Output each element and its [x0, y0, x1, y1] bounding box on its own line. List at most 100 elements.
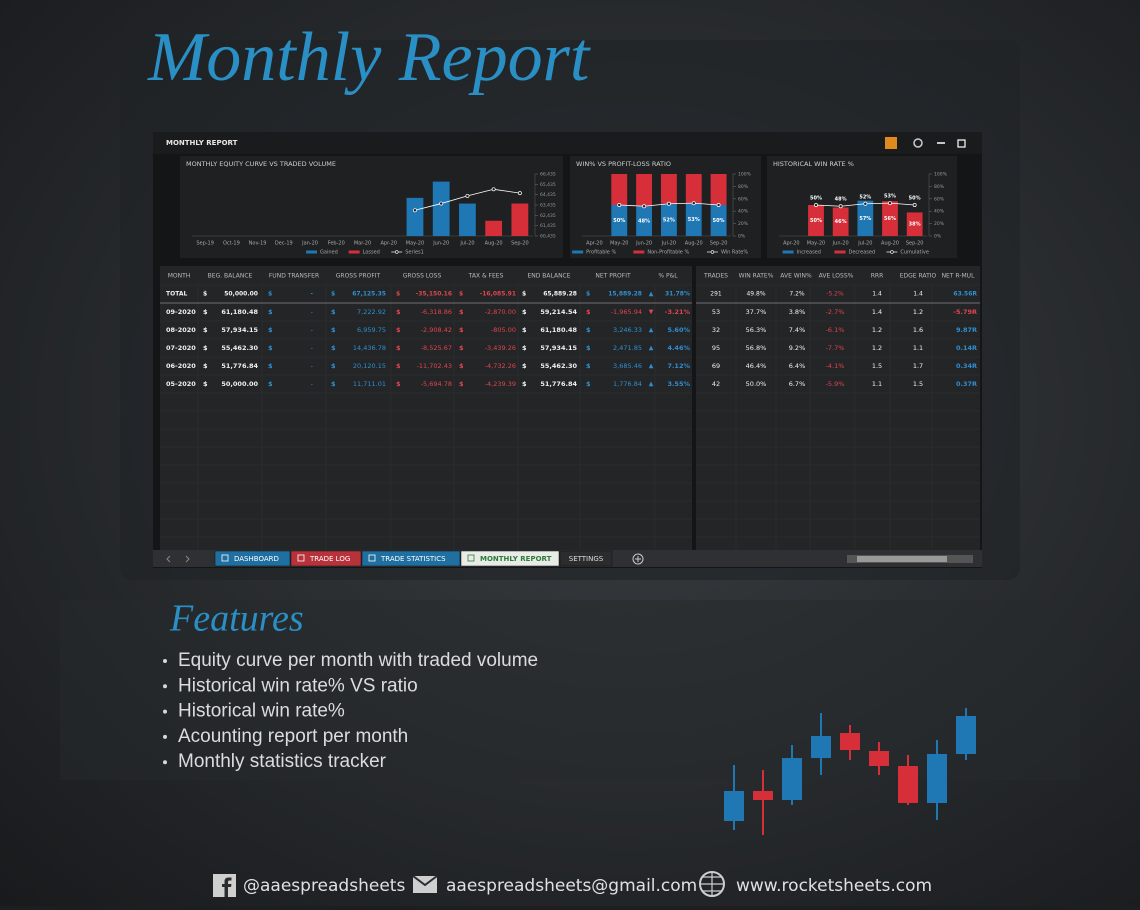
legend-swatch: [572, 250, 584, 254]
bullet: [163, 734, 167, 739]
currency-symbol: $: [459, 380, 464, 388]
chart-title: HISTORICAL WIN RATE %: [773, 160, 854, 168]
currency-symbol: $: [331, 344, 336, 352]
table-cell: 1.5: [872, 362, 882, 370]
x-tick-label: Jan-20: [301, 241, 318, 247]
table-cell: 2,471.85: [613, 344, 642, 352]
currency-symbol: $: [268, 326, 273, 334]
restore-button[interactable]: [957, 139, 966, 148]
currency-symbol: $: [268, 380, 273, 388]
currency-symbol: $: [203, 362, 208, 370]
data-label: 38%: [909, 222, 921, 228]
candle: [724, 791, 744, 821]
bar: [685, 203, 702, 236]
table-cell: -2,870.00: [485, 308, 516, 316]
window-header: [153, 132, 982, 154]
tab-label[interactable]: MONTHLY REPORT: [480, 555, 552, 563]
x-tick-label: Sep-20: [710, 241, 728, 247]
currency-symbol: $: [459, 344, 464, 352]
tab-label[interactable]: DASHBOARD: [234, 555, 279, 563]
table-cell: -2.7%: [826, 308, 845, 316]
data-label: 50%: [810, 218, 822, 224]
tab-label[interactable]: TRADE STATISTICS: [380, 555, 446, 563]
legend-label: Lossed: [363, 250, 380, 256]
table-cell: 57,934.15: [540, 344, 577, 352]
data-label: 48%: [835, 197, 847, 203]
trend-arrow: ▲: [649, 381, 654, 388]
bar: [636, 206, 653, 236]
bar: [406, 197, 424, 236]
row-label: 07-2020: [166, 344, 196, 352]
table-cell: 4.46%: [667, 344, 690, 352]
column-header: FUND TRANSFER: [269, 273, 319, 280]
tab-label[interactable]: TRADE LOG: [309, 555, 350, 563]
tab-next[interactable]: [185, 555, 190, 563]
bar: [906, 212, 923, 236]
column-header: EDGE RATIO: [900, 273, 937, 280]
scrollbar-thumb[interactable]: [857, 556, 947, 562]
keyboard-silhouette: [60, 600, 1080, 780]
left-table: [160, 266, 692, 550]
x-tick-label: Oct-19: [223, 241, 240, 247]
table-cell: 6.4%: [789, 362, 806, 370]
candle: [782, 758, 802, 800]
table-cell: -3,439.26: [485, 344, 516, 352]
settings-icon[interactable]: [913, 138, 923, 148]
x-tick-label: Nov-19: [249, 241, 267, 247]
sheet-tab[interactable]: [290, 550, 362, 567]
currency-symbol: $: [522, 308, 527, 316]
legend-swatch: [890, 250, 894, 254]
table-cell: 37.7%: [746, 308, 767, 316]
line-point: [413, 208, 417, 213]
table-cell: 1.7: [913, 362, 923, 370]
data-label: 52%: [859, 194, 871, 200]
sheet-tab[interactable]: [361, 550, 461, 567]
currency-symbol: $: [459, 291, 463, 298]
currency-symbol: $: [268, 344, 273, 352]
table-cell: -4,239.39: [485, 380, 516, 388]
sheet-tab[interactable]: [460, 550, 560, 567]
chart-title: WIN% VS PROFIT-LOSS RATIO: [576, 160, 671, 168]
candle: [898, 766, 918, 803]
table-cell: 1.4: [872, 291, 882, 298]
table-cell: 31.78%: [665, 291, 690, 298]
table-cell: 7,222.92: [357, 308, 386, 316]
tab-icon: [368, 554, 376, 562]
candle: [956, 716, 976, 754]
add-sheet-button[interactable]: [632, 553, 644, 565]
currency-symbol: $: [522, 362, 527, 370]
table-cell: -5.79R: [953, 308, 977, 316]
table-cell: -2,908.42: [421, 326, 452, 334]
sheet-tab[interactable]: [559, 550, 613, 567]
email-address[interactable]: aaespreadsheets@gmail.com: [446, 876, 697, 896]
website[interactable]: www.rocketsheets.com: [736, 876, 932, 896]
facebook-handle[interactable]: @aaespreadsheets: [243, 876, 405, 896]
tab-label[interactable]: SETTINGS: [569, 555, 604, 563]
data-label: 52%: [663, 217, 675, 223]
table-cell: 32: [712, 326, 720, 334]
table-cell: 1.6: [913, 326, 923, 334]
table-cell: 14,436.78: [353, 344, 386, 352]
y-tick-label: 0%: [738, 234, 746, 240]
currency-symbol: $: [268, 291, 272, 298]
currency-symbol: $: [396, 308, 401, 316]
column-header: NET R-MUL: [942, 273, 976, 280]
data-label: 53%: [884, 194, 896, 200]
table-cell: 3.8%: [789, 308, 806, 316]
sheet-tab[interactable]: [214, 550, 291, 567]
tab-prev[interactable]: [166, 555, 171, 563]
legend-label: Cumulative: [900, 250, 929, 256]
table-cell: 51,776.84: [221, 362, 258, 370]
y-tick-label: 100%: [934, 172, 948, 178]
app-icon[interactable]: [885, 137, 897, 149]
table-cell: -16,085.91: [480, 291, 516, 298]
table-cell: -5.9%: [826, 380, 845, 388]
y-tick-label: 100%: [738, 172, 752, 178]
charts: MONTHLY EQUITY CURVE VS TRADED VOLUME 60,…: [180, 156, 957, 258]
x-tick-label: Aug-20: [485, 241, 503, 247]
currency-symbol: $: [203, 291, 207, 298]
table-cell: 50.0%: [746, 380, 767, 388]
table-cell: 1.4: [913, 291, 923, 298]
table-cell: -3.21%: [665, 308, 691, 316]
candle: [811, 736, 831, 758]
